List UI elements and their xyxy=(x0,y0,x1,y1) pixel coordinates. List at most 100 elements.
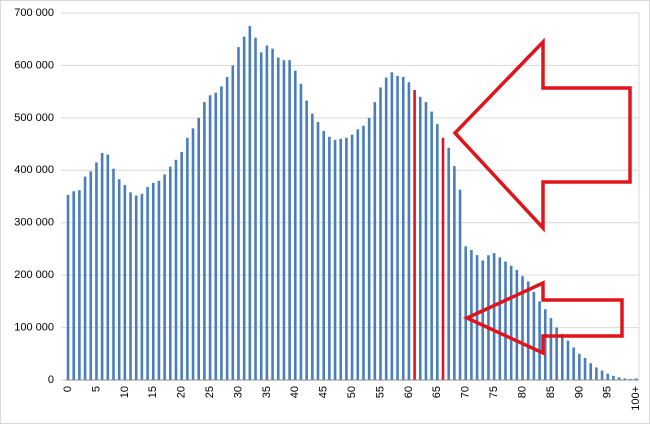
bar xyxy=(242,36,246,380)
x-tick-label: 90 xyxy=(573,386,585,398)
bar xyxy=(89,171,93,380)
bar xyxy=(458,189,462,380)
bar xyxy=(566,340,570,380)
plot-area: 0 100 000 200 000 300 000 400 000 500 000 600 … xyxy=(14,7,642,411)
bar xyxy=(276,57,280,381)
bar xyxy=(117,179,121,380)
bar xyxy=(401,76,405,380)
bar xyxy=(543,309,547,380)
bar xyxy=(112,168,115,380)
bar xyxy=(180,151,183,380)
bar xyxy=(367,117,371,380)
bar xyxy=(436,124,439,380)
bar xyxy=(464,246,468,380)
bar xyxy=(578,353,581,380)
arrow-large xyxy=(452,37,632,233)
bar xyxy=(396,75,399,381)
x-tick-label: 70 xyxy=(460,386,472,398)
bar xyxy=(549,318,553,380)
bar xyxy=(123,184,127,380)
bar xyxy=(305,100,308,380)
y-tick-label: 0 xyxy=(48,374,54,386)
x-tick-label: 10 xyxy=(119,386,131,398)
bar xyxy=(441,137,445,380)
bar xyxy=(174,159,178,380)
bar xyxy=(134,195,138,380)
bar xyxy=(413,90,416,380)
bar xyxy=(538,301,541,380)
bar xyxy=(265,45,269,381)
x-tick-label: 80 xyxy=(516,386,528,398)
bar xyxy=(606,373,610,380)
x-tick-label: 40 xyxy=(289,386,301,398)
bar xyxy=(521,276,524,380)
bar xyxy=(254,37,257,381)
bar xyxy=(163,174,166,380)
bar xyxy=(373,102,377,380)
bar xyxy=(157,180,161,380)
bar xyxy=(617,377,621,380)
bar xyxy=(612,375,615,380)
bar xyxy=(555,327,558,380)
x-tick-label: 5 xyxy=(90,386,102,392)
x-tick-label: 30 xyxy=(232,386,244,398)
bar xyxy=(345,137,348,380)
bar xyxy=(356,129,360,380)
x-tick-label: 35 xyxy=(261,386,273,398)
bar xyxy=(487,255,490,380)
bar xyxy=(475,255,479,380)
bar xyxy=(572,347,575,380)
bar xyxy=(322,130,325,380)
x-tick-label: 50 xyxy=(346,386,358,398)
bar xyxy=(129,192,132,380)
y-tick-label: 300 000 xyxy=(14,217,54,229)
x-tick-label: 85 xyxy=(545,386,557,398)
bar xyxy=(339,138,343,380)
bar xyxy=(623,378,627,380)
bar xyxy=(390,72,394,380)
bar xyxy=(231,65,235,380)
bar xyxy=(509,265,513,380)
bar xyxy=(214,92,218,380)
bar xyxy=(271,48,274,380)
arrow-small xyxy=(462,280,624,356)
bar xyxy=(350,134,354,380)
bar xyxy=(492,253,496,380)
y-tick-label: 200 000 xyxy=(14,269,54,281)
bar xyxy=(418,96,422,380)
bar xyxy=(316,122,320,381)
bar xyxy=(498,257,502,380)
bar xyxy=(203,102,206,380)
bar xyxy=(72,191,76,380)
bar xyxy=(151,182,155,380)
bar xyxy=(66,194,70,380)
bar xyxy=(186,137,189,380)
y-tick-label: 700 000 xyxy=(14,7,54,19)
bar xyxy=(299,83,303,381)
bar xyxy=(481,260,485,380)
bar xyxy=(95,162,98,380)
bar xyxy=(83,176,87,380)
bar xyxy=(237,47,240,380)
x-tick-label: 60 xyxy=(403,386,415,398)
bar xyxy=(589,363,593,380)
bar xyxy=(453,166,456,380)
y-tick-label: 500 000 xyxy=(14,112,54,124)
bar xyxy=(106,154,110,380)
y-tick-label: 600 000 xyxy=(14,59,54,71)
bar xyxy=(333,139,337,380)
bar xyxy=(100,152,104,380)
bar xyxy=(583,357,587,380)
bar xyxy=(407,82,411,380)
bar xyxy=(293,70,297,381)
x-tick-label: 95 xyxy=(602,386,614,398)
y-tick-label: 100 000 xyxy=(14,321,54,333)
bar xyxy=(532,291,536,380)
x-tick-label: 75 xyxy=(488,386,500,398)
bar xyxy=(362,125,365,380)
bar xyxy=(379,87,382,380)
bar xyxy=(225,76,229,380)
bar xyxy=(191,128,195,380)
bar xyxy=(208,95,212,380)
